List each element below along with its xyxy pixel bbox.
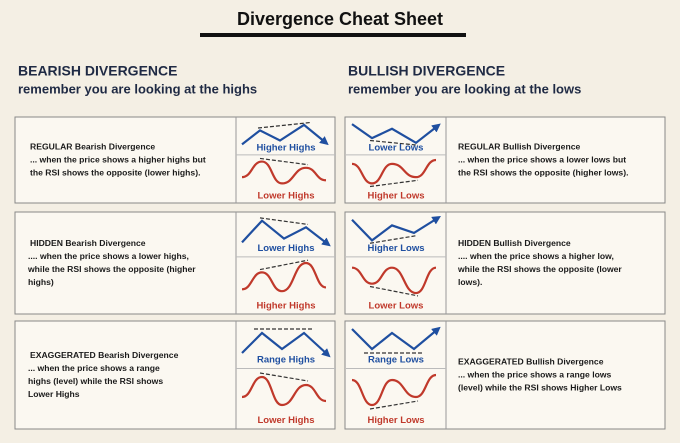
description-line: while the RSI shows the opposite (higher	[27, 264, 196, 274]
price-line	[241, 331, 331, 358]
trend-line	[259, 157, 309, 166]
bearish-heading: BEARISH DIVERGENCE	[18, 63, 177, 79]
price-line	[241, 123, 329, 146]
description-line: highs)	[28, 277, 54, 287]
bottom-label: Higher Lows	[367, 415, 424, 426]
top-label: Range Lows	[368, 354, 424, 365]
description-line: while the RSI shows the opposite (lower	[457, 264, 622, 274]
description-line: REGULAR Bearish Divergence	[30, 141, 155, 151]
trend-line	[369, 139, 419, 146]
price-line	[351, 123, 441, 145]
price-line	[241, 219, 331, 247]
rsi-wave	[351, 266, 437, 295]
panel	[344, 320, 666, 430]
price-line	[351, 326, 441, 351]
panel	[14, 320, 336, 430]
bottom-label: Lower Lows	[369, 300, 424, 311]
top-label: Higher Highs	[256, 142, 315, 153]
rsi-wave	[351, 158, 437, 185]
description-line: Lower Highs	[28, 389, 80, 399]
price-line	[351, 216, 441, 242]
description-line: highs (level) while the RSI shows	[28, 376, 163, 386]
title-underline	[200, 33, 466, 37]
description-line: ... when the price shows a range lows	[458, 369, 612, 379]
description-line: EXAGGERATED Bullish Divergence	[458, 356, 604, 366]
trend-line	[369, 235, 417, 244]
trend-line	[257, 121, 311, 129]
rsi-wave	[241, 375, 327, 407]
description-line: lows).	[458, 277, 482, 287]
description-line: HIDDEN Bearish Divergence	[30, 238, 146, 248]
bottom-label: Higher Lows	[367, 191, 424, 202]
trend-line	[259, 259, 309, 271]
top-label: Lower Lows	[369, 142, 424, 153]
bottom-label: Higher Highs	[256, 300, 315, 311]
bullish-heading: BULLISH DIVERGENCE	[348, 63, 505, 79]
rsi-wave	[241, 160, 327, 185]
description-line: ... when the price shows a lower lows bu…	[458, 154, 626, 164]
description-line: REGULAR Bullish Divergence	[458, 141, 580, 151]
trend-line	[259, 372, 309, 382]
description-line: .... when the price shows a lower highs,	[28, 251, 189, 261]
description-line: (level) while the RSI shows Higher Lows	[458, 382, 622, 392]
description-line: EXAGGERATED Bearish Divergence	[30, 350, 179, 360]
bearish-subheading: remember you are looking at the highs	[18, 81, 257, 96]
bottom-label: Lower Highs	[257, 191, 314, 202]
description-line: the RSI shows the opposite (lower highs)…	[30, 167, 200, 177]
rsi-wave	[351, 373, 437, 407]
top-label: Range Highs	[257, 354, 315, 365]
trend-line	[369, 400, 419, 410]
top-label: Lower Highs	[257, 243, 314, 254]
bullish-subheading: remember you are looking at the lows	[348, 81, 581, 96]
panel	[344, 211, 666, 315]
description-line: HIDDEN Bullish Divergence	[458, 238, 571, 248]
rsi-wave	[241, 261, 327, 293]
panel	[14, 116, 336, 204]
top-label: Higher Lows	[367, 243, 424, 254]
description-line: ... when the price shows a higher highs …	[30, 154, 206, 164]
description-line: .... when the price shows a higher low,	[458, 251, 614, 261]
title: Divergence Cheat Sheet	[237, 9, 443, 29]
bottom-label: Lower Highs	[257, 415, 314, 426]
panel	[14, 211, 336, 315]
description-line: ... when the price shows a range	[28, 363, 160, 373]
trend-line	[369, 285, 419, 297]
trend-line	[259, 217, 309, 226]
trend-line	[369, 179, 419, 188]
description-line: the RSI shows the opposite (higher lows)…	[458, 167, 628, 177]
